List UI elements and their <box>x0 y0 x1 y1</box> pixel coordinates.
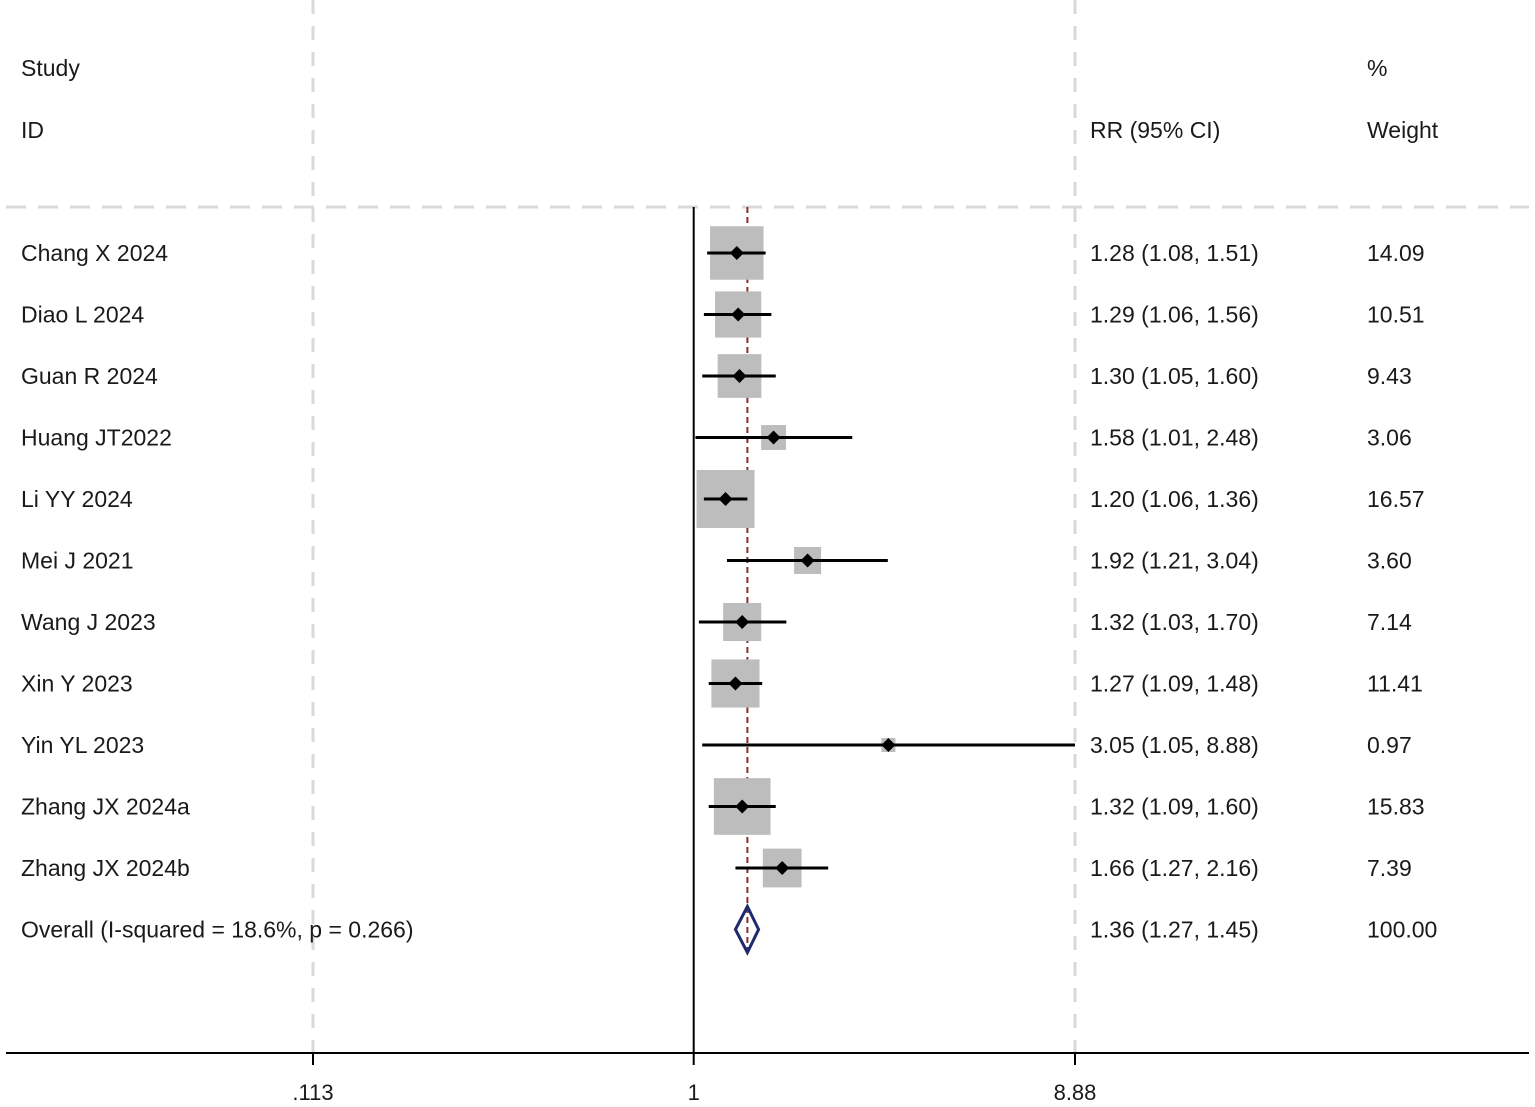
weight-label: 7.14 <box>1367 609 1412 635</box>
ci-label: 1.32 (1.03, 1.70) <box>1090 609 1259 635</box>
point-estimate <box>735 615 750 629</box>
study-row-9: Yin YL 2023 3.05 (1.05, 8.88) 0.97 <box>21 732 1412 758</box>
weight-label: 16.57 <box>1367 486 1425 512</box>
point-estimate <box>775 861 790 875</box>
weight-label: 3.60 <box>1367 548 1412 574</box>
overall-ci-label: 1.36 (1.27, 1.45) <box>1090 917 1259 943</box>
study-label: Mei J 2021 <box>21 548 134 574</box>
weight-label: 3.06 <box>1367 425 1412 451</box>
weight-label: 9.43 <box>1367 363 1412 389</box>
grid-lines <box>6 0 1529 1053</box>
weight-label: 0.97 <box>1367 732 1412 758</box>
study-row-4: Huang JT2022 1.58 (1.01, 2.48) 3.06 <box>21 425 1412 451</box>
ci-label: 1.29 (1.06, 1.56) <box>1090 302 1259 328</box>
study-row-1: Chang X 2024 1.28 (1.08, 1.51) 14.09 <box>21 226 1425 280</box>
study-row-11: Zhang JX 2024b 1.66 (1.27, 2.16) 7.39 <box>21 848 1412 888</box>
header-id: ID <box>21 117 44 143</box>
ci-label: 1.66 (1.27, 2.16) <box>1090 855 1259 881</box>
column-headers: Study ID RR (95% CI) % Weight <box>21 55 1439 143</box>
header-weight: Weight <box>1367 117 1439 143</box>
tick-label-1: 1 <box>688 1080 700 1105</box>
point-estimate <box>729 246 744 260</box>
ci-label: 1.58 (1.01, 2.48) <box>1090 425 1259 451</box>
point-estimate <box>731 307 746 322</box>
study-label: Xin Y 2023 <box>21 671 133 697</box>
point-estimate <box>728 676 743 691</box>
point-estimate <box>881 738 896 752</box>
study-row-7: Wang J 2023 1.32 (1.03, 1.70) 7.14 <box>21 602 1412 642</box>
study-label: Guan R 2024 <box>21 363 158 389</box>
ci-label: 1.30 (1.05, 1.60) <box>1090 363 1259 389</box>
tick-label-2: 8.88 <box>1054 1080 1097 1105</box>
point-estimate <box>766 430 781 445</box>
study-row-5: Li YY 2024 1.20 (1.06, 1.36) 16.57 <box>21 470 1425 528</box>
point-estimate <box>800 553 815 568</box>
study-row-10: Zhang JX 2024a 1.32 (1.09, 1.60) 15.83 <box>21 778 1425 835</box>
ci-label: 1.27 (1.09, 1.48) <box>1090 671 1259 697</box>
weight-label: 10.51 <box>1367 302 1425 328</box>
header-rr: RR (95% CI) <box>1090 117 1220 143</box>
ci-label: 1.28 (1.08, 1.51) <box>1090 240 1259 266</box>
ci-label: 1.20 (1.06, 1.36) <box>1090 486 1259 512</box>
ci-label: 3.05 (1.05, 8.88) <box>1090 732 1259 758</box>
point-estimate <box>718 492 733 506</box>
weight-label: 15.83 <box>1367 794 1425 820</box>
tick-label-0: .113 <box>292 1080 333 1105</box>
study-label: Yin YL 2023 <box>21 732 144 758</box>
study-rows: Chang X 2024 1.28 (1.08, 1.51) 14.09 Diao L… <box>21 207 1437 1053</box>
header-study: Study <box>21 55 80 81</box>
ci-label: 1.32 (1.09, 1.60) <box>1090 794 1259 820</box>
study-label: Li YY 2024 <box>21 486 133 512</box>
overall-row: Overall (I-squared = 18.6%, p = 0.266) 1.… <box>21 903 1437 956</box>
study-label: Wang J 2023 <box>21 609 156 635</box>
weight-label: 7.39 <box>1367 855 1412 881</box>
overall-weight-label: 100.00 <box>1367 917 1437 943</box>
point-estimate <box>735 799 750 814</box>
ci-label: 1.92 (1.21, 3.04) <box>1090 548 1259 574</box>
study-row-6: Mei J 2021 1.92 (1.21, 3.04) 3.60 <box>21 546 1412 575</box>
study-label: Diao L 2024 <box>21 302 144 328</box>
overall-diamond <box>733 903 761 956</box>
study-row-8: Xin Y 2023 1.27 (1.09, 1.48) 11.41 <box>21 659 1423 708</box>
point-estimate <box>732 369 747 383</box>
study-label: Chang X 2024 <box>21 240 168 266</box>
overall-label: Overall (I-squared = 18.6%, p = 0.266) <box>21 917 414 943</box>
weight-label: 14.09 <box>1367 240 1425 266</box>
header-percent: % <box>1367 55 1387 81</box>
weight-label: 11.41 <box>1367 671 1423 697</box>
study-label: Huang JT2022 <box>21 425 172 451</box>
x-axis: .113 1 8.88 <box>6 1052 1529 1105</box>
study-label: Zhang JX 2024b <box>21 855 190 881</box>
study-label: Zhang JX 2024a <box>21 794 190 820</box>
study-row-2: Diao L 2024 1.29 (1.06, 1.56) 10.51 <box>21 291 1425 338</box>
study-row-3: Guan R 2024 1.30 (1.05, 1.60) 9.43 <box>21 354 1412 398</box>
